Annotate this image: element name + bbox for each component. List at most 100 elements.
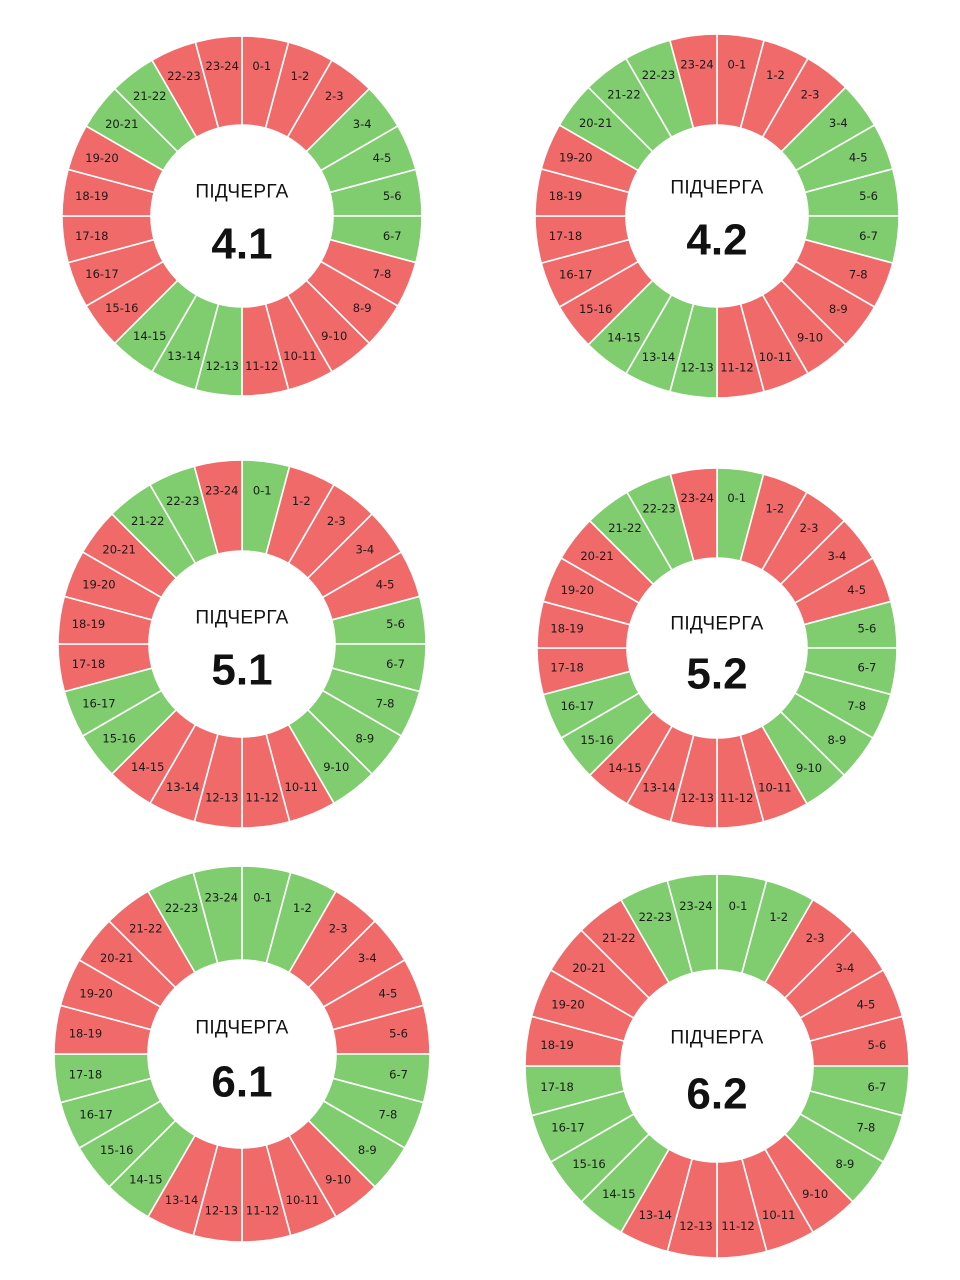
queue-caption: ПІДЧЕРГА — [670, 178, 763, 199]
queue-ring-6-1: 0-1 1-2 2-3 3-4 4-5 5-6 6-7 7-8 8-9 9-10 10-11 11-1… — [53, 865, 431, 1243]
ring-center — [627, 558, 807, 738]
hour-label: 16-17 — [79, 1107, 112, 1121]
queue-ring-6-2: 0-1 1-2 2-3 3-4 4-5 5-6 6-7 7-8 8-9 9-10 10-11 11-1… — [524, 873, 910, 1259]
hour-label: 0-1 — [253, 890, 272, 904]
hour-label: 21-22 — [129, 922, 162, 936]
hour-label: 20-21 — [580, 549, 613, 563]
hour-label: 6-7 — [868, 1080, 887, 1094]
hour-label: 14-15 — [133, 329, 166, 343]
queue-number: 4.2 — [686, 216, 747, 265]
hour-label: 3-4 — [353, 117, 372, 131]
hour-label: 15-16 — [572, 1157, 605, 1171]
hour-label: 9-10 — [797, 330, 823, 344]
hour-label: 17-18 — [540, 1080, 573, 1094]
hour-label: 17-18 — [72, 657, 105, 671]
hour-label: 2-3 — [325, 89, 344, 103]
hour-label: 2-3 — [327, 514, 346, 528]
hour-label: 1-2 — [766, 68, 785, 82]
hour-label: 10-11 — [285, 780, 318, 794]
queue-ring-5-2: 0-1 1-2 2-3 3-4 4-5 5-6 6-7 7-8 8-9 9-10 10-11 11-1… — [536, 467, 898, 829]
hour-label: 23-24 — [681, 491, 714, 505]
hour-label: 16-17 — [551, 1121, 584, 1135]
hour-label: 14-15 — [607, 330, 640, 344]
queue-number: 4.1 — [211, 220, 272, 269]
hour-label: 17-18 — [549, 229, 582, 243]
hour-label: 18-19 — [550, 621, 583, 635]
hour-label: 18-19 — [75, 189, 108, 203]
hour-label: 8-9 — [829, 302, 848, 316]
hour-label: 11-12 — [720, 361, 753, 375]
ring-center — [626, 125, 808, 307]
hour-label: 21-22 — [608, 521, 641, 535]
hour-label: 9-10 — [325, 1172, 351, 1186]
hour-label: 2-3 — [800, 521, 819, 535]
hour-label: 3-4 — [355, 543, 374, 557]
hour-label: 19-20 — [79, 987, 112, 1001]
hour-label: 6-7 — [383, 229, 402, 243]
hour-label: 5-6 — [858, 621, 877, 635]
hour-label: 15-16 — [102, 731, 135, 745]
ring-center — [621, 970, 813, 1162]
hour-label: 9-10 — [323, 760, 349, 774]
hour-label: 12-13 — [205, 791, 238, 805]
hour-label: 18-19 — [72, 617, 105, 631]
hour-label: 15-16 — [580, 733, 613, 747]
hour-label: 22-23 — [642, 68, 675, 82]
hour-label: 13-14 — [642, 781, 675, 795]
hour-segment-23-24 — [192, 865, 243, 965]
hour-segment-23-24 — [669, 467, 718, 563]
hour-label: 9-10 — [802, 1187, 828, 1201]
hour-label: 12-13 — [680, 361, 713, 375]
hour-label: 16-17 — [82, 696, 115, 710]
hour-label: 13-14 — [166, 780, 199, 794]
hour-label: 10-11 — [762, 1208, 795, 1222]
hour-label: 20-21 — [105, 117, 138, 131]
hour-label: 10-11 — [283, 349, 316, 363]
hour-label: 12-13 — [679, 1219, 712, 1233]
hour-label: 23-24 — [205, 483, 238, 497]
hour-label: 5-6 — [386, 617, 405, 631]
hour-label: 11-12 — [721, 1219, 754, 1233]
hour-label: 6-7 — [386, 657, 405, 671]
queue-caption: ПІДЧЕРГА — [670, 1028, 763, 1049]
hour-label: 0-1 — [727, 491, 746, 505]
hour-label: 14-15 — [602, 1187, 635, 1201]
hour-label: 6-7 — [858, 661, 877, 675]
hour-label: 0-1 — [728, 57, 747, 71]
hour-label: 11-12 — [246, 1204, 279, 1218]
hour-label: 7-8 — [373, 267, 392, 281]
hour-label: 2-3 — [801, 88, 820, 102]
hour-label: 21-22 — [133, 89, 166, 103]
hour-label: 6-7 — [859, 229, 878, 243]
hour-label: 16-17 — [559, 268, 592, 282]
hour-label: 20-21 — [572, 961, 605, 975]
queue-caption: ПІДЧЕРГА — [195, 1018, 288, 1039]
hour-label: 13-14 — [639, 1208, 672, 1222]
hour-label: 0-1 — [729, 899, 748, 913]
hour-label: 8-9 — [353, 301, 372, 315]
hour-label: 22-23 — [165, 901, 198, 915]
hour-label: 19-20 — [561, 583, 594, 597]
hour-label: 22-23 — [166, 494, 199, 508]
hour-segment-23-24 — [193, 459, 243, 556]
hour-label: 13-14 — [167, 349, 200, 363]
hour-label: 7-8 — [379, 1107, 398, 1121]
hour-label: 19-20 — [551, 997, 584, 1011]
hour-label: 8-9 — [828, 733, 847, 747]
hour-label: 12-13 — [205, 1204, 238, 1218]
hour-label: 15-16 — [100, 1143, 133, 1157]
hour-segment-23-24 — [194, 35, 243, 130]
hour-label: 16-17 — [85, 267, 118, 281]
hour-label: 19-20 — [85, 151, 118, 165]
hour-label: 9-10 — [796, 761, 822, 775]
hour-label: 23-24 — [205, 890, 238, 904]
hour-label: 21-22 — [602, 931, 635, 945]
hour-label: 3-4 — [828, 549, 847, 563]
hour-label: 4-5 — [376, 578, 395, 592]
hour-label: 5-6 — [859, 189, 878, 203]
hour-label: 1-2 — [293, 901, 312, 915]
hour-label: 20-21 — [579, 116, 612, 130]
hour-label: 15-16 — [579, 302, 612, 316]
queue-ring-4-1: 0-1 1-2 2-3 3-4 4-5 5-6 6-7 7-8 8-9 9-10 10-11 11-1… — [61, 35, 423, 397]
hour-label: 10-11 — [286, 1193, 319, 1207]
